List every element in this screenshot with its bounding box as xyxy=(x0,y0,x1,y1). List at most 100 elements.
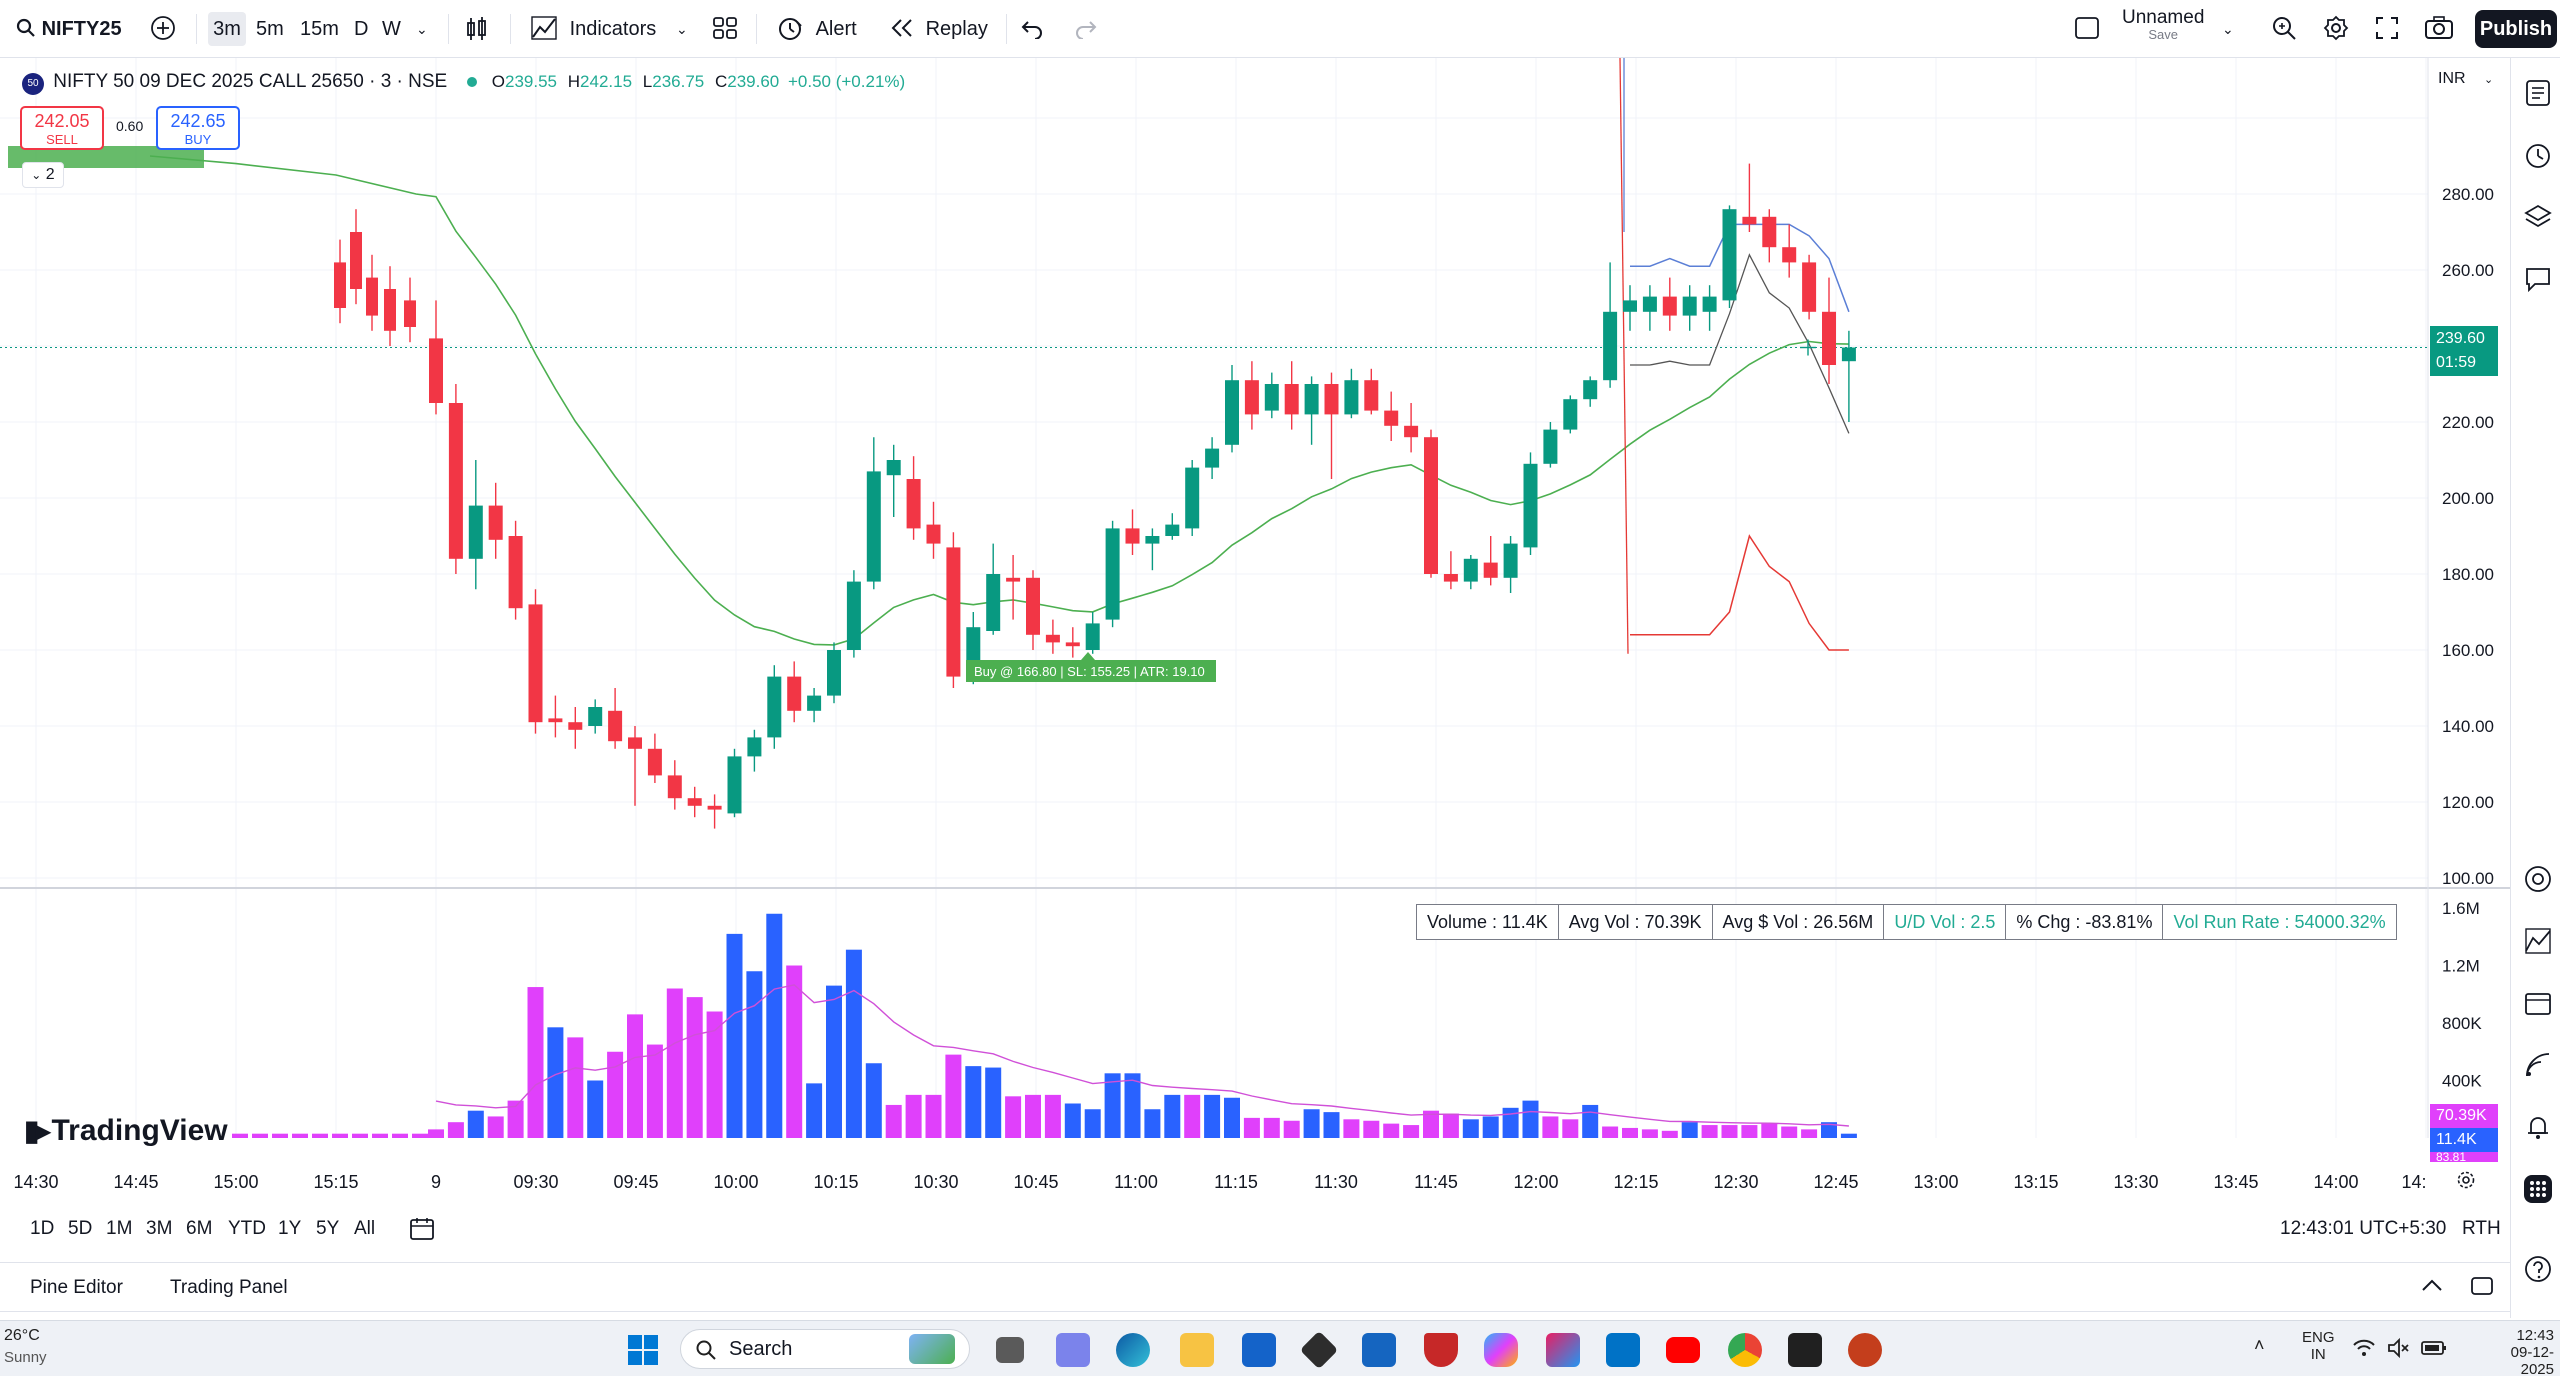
chart-area[interactable]: 280.00 260.00 220.00 200.00 180.00 160.00 140.… xyxy=(0,58,2510,1138)
volume-muted-icon[interactable] xyxy=(2386,1337,2410,1359)
snapshot-button[interactable] xyxy=(2424,12,2454,46)
range-3m[interactable]: 3M xyxy=(146,1218,173,1239)
battery-icon[interactable] xyxy=(2420,1337,2448,1359)
indicators-collapse-button[interactable]: ⌄ 2 xyxy=(22,162,64,188)
time-tick-label: 14:30 xyxy=(13,1172,59,1192)
snipping-tool-icon[interactable] xyxy=(1546,1333,1580,1367)
target-icon[interactable] xyxy=(2523,864,2553,894)
chrome-icon[interactable] xyxy=(1728,1333,1762,1367)
wifi-icon[interactable] xyxy=(2352,1337,2376,1359)
app-cube-icon[interactable] xyxy=(1299,1330,1339,1370)
broadcast-icon[interactable] xyxy=(2523,1050,2553,1080)
app-analytics-icon[interactable] xyxy=(1362,1333,1396,1367)
symbol-legend: 50 NIFTY 50 09 DEC 2025 CALL 25650 · 3 ·… xyxy=(22,68,905,96)
replay-button[interactable]: Replay xyxy=(890,12,988,46)
chart-type-button[interactable] xyxy=(464,12,490,46)
market-status-dot-icon[interactable] xyxy=(466,77,477,87)
layout-templates-button[interactable] xyxy=(712,12,738,46)
alerts-clock-icon[interactable] xyxy=(2523,140,2553,170)
time-axis[interactable]: 14:30 14:45 15:00 15:15 9 09:30 09:45 10:00 10:1… xyxy=(0,1164,2510,1200)
chart-pattern-icon[interactable] xyxy=(2523,926,2553,956)
session-toggle[interactable]: RTH xyxy=(2462,1218,2501,1239)
interval-3m[interactable]: 3m xyxy=(208,12,246,46)
chat-icon[interactable] xyxy=(2523,264,2553,294)
range-5d[interactable]: 5D xyxy=(68,1218,93,1239)
volume-bar xyxy=(372,1133,388,1138)
watchlist-icon[interactable] xyxy=(2523,78,2553,108)
calendar-icon[interactable] xyxy=(2523,988,2553,1018)
app-terminal-icon[interactable] xyxy=(1788,1333,1822,1367)
publish-button[interactable]: Publish xyxy=(2475,10,2557,48)
interval-5m[interactable]: 5m xyxy=(256,18,284,40)
taskbar-search-box[interactable]: Search xyxy=(680,1329,970,1369)
chart-canvas[interactable]: 280.00 260.00 220.00 200.00 180.00 160.00 140.… xyxy=(0,58,2510,1138)
buy-price: 242.65 xyxy=(170,111,226,131)
indicators-dropdown-chevron-icon[interactable]: ⌄ xyxy=(676,21,688,37)
trading-panel-tab[interactable]: Trading Panel xyxy=(170,1277,288,1298)
currency-selector[interactable]: INR ⌄ xyxy=(2438,70,2493,88)
interval-w[interactable]: W xyxy=(382,18,401,40)
symbol-title[interactable]: NIFTY 50 09 DEC 2025 CALL 25650 · 3 · NS… xyxy=(53,71,448,92)
language-indicator[interactable]: ENG IN xyxy=(2302,1329,2335,1363)
redo-button[interactable] xyxy=(1074,12,1098,46)
axis-settings-button[interactable] xyxy=(2456,1170,2476,1195)
task-view-icon[interactable] xyxy=(996,1337,1024,1363)
quick-search-button[interactable] xyxy=(2270,12,2298,46)
bar-countdown-tag: 01:59 xyxy=(2430,350,2498,376)
panel-expand-button[interactable] xyxy=(2418,1273,2446,1305)
compare-add-button[interactable] xyxy=(150,12,176,46)
range-1m[interactable]: 1M xyxy=(106,1218,133,1239)
vivaldi-icon[interactable] xyxy=(1424,1333,1458,1367)
symbol-search-button[interactable]: NIFTY25 xyxy=(16,12,122,46)
tradingview-watermark[interactable]: ▮▸ TradingView xyxy=(24,1114,228,1148)
fullscreen-button[interactable] xyxy=(2374,12,2400,46)
range-all[interactable]: All xyxy=(354,1218,376,1239)
outlook-icon[interactable] xyxy=(1606,1333,1640,1367)
volume-bar xyxy=(1383,1123,1400,1138)
price-tick-label: 180.00 xyxy=(2442,565,2494,584)
alert-button[interactable]: Alert xyxy=(776,12,857,46)
range-ytd[interactable]: YTD xyxy=(228,1218,266,1239)
powerpoint-icon[interactable] xyxy=(1848,1333,1882,1367)
teams-icon[interactable] xyxy=(1056,1333,1090,1367)
youtube-icon[interactable] xyxy=(1666,1337,1700,1363)
pine-editor-tab[interactable]: Pine Editor xyxy=(30,1277,123,1298)
taskbar-clock[interactable]: 12:43 09-12-2025 xyxy=(2478,1327,2554,1378)
range-5y[interactable]: 5Y xyxy=(316,1218,340,1239)
tray-chevron-up-icon[interactable]: ˄ xyxy=(2254,1335,2265,1355)
interval-dropdown-chevron-icon[interactable]: ⌄ xyxy=(416,21,428,37)
notifications-bell-icon[interactable] xyxy=(2523,1112,2553,1142)
layout-dropdown-chevron-icon[interactable]: ⌄ xyxy=(2222,21,2234,37)
store-icon[interactable] xyxy=(1242,1333,1276,1367)
indicators-button[interactable]: Indicators xyxy=(530,12,656,46)
range-6m[interactable]: 6M xyxy=(186,1218,213,1239)
volume-bar xyxy=(746,971,763,1138)
layout-name-button[interactable]: Unnamed Save xyxy=(2122,8,2204,42)
layers-icon[interactable] xyxy=(2523,202,2553,232)
edge-browser-icon[interactable] xyxy=(1116,1333,1150,1367)
candle-body xyxy=(1384,410,1399,426)
panel-maximize-button[interactable] xyxy=(2468,1273,2496,1305)
apps-grid-icon[interactable] xyxy=(2523,1174,2553,1204)
go-to-date-button[interactable] xyxy=(408,1216,436,1248)
range-1d[interactable]: 1D xyxy=(30,1218,55,1239)
candle-body xyxy=(1841,347,1856,362)
layout-select-checkbox[interactable] xyxy=(2074,12,2100,46)
file-explorer-icon[interactable] xyxy=(1180,1333,1214,1367)
undo-button[interactable] xyxy=(1020,12,1044,46)
range-1y[interactable]: 1Y xyxy=(278,1218,302,1239)
buy-button[interactable]: 242.65 BUY xyxy=(156,106,240,150)
copilot-icon[interactable] xyxy=(1484,1333,1518,1367)
interval-15m[interactable]: 15m xyxy=(300,18,339,40)
clock-timezone[interactable]: 12:43:01 UTC+5:30 xyxy=(2280,1218,2447,1239)
windows-start-icon[interactable] xyxy=(626,1333,660,1367)
windows-taskbar: 26°C Sunny Search ˄ ENG IN 12:43 09-12-2… xyxy=(0,1320,2560,1378)
weather-temp[interactable]: 26°C xyxy=(4,1327,40,1344)
weather-desc: Sunny xyxy=(4,1349,47,1366)
settings-button[interactable] xyxy=(2322,12,2350,46)
time-tick-label: 10:30 xyxy=(913,1172,959,1192)
interval-d[interactable]: D xyxy=(354,18,369,40)
candle-body xyxy=(366,277,378,316)
help-icon[interactable] xyxy=(2523,1254,2553,1284)
sell-button[interactable]: 242.05 SELL xyxy=(20,106,104,150)
